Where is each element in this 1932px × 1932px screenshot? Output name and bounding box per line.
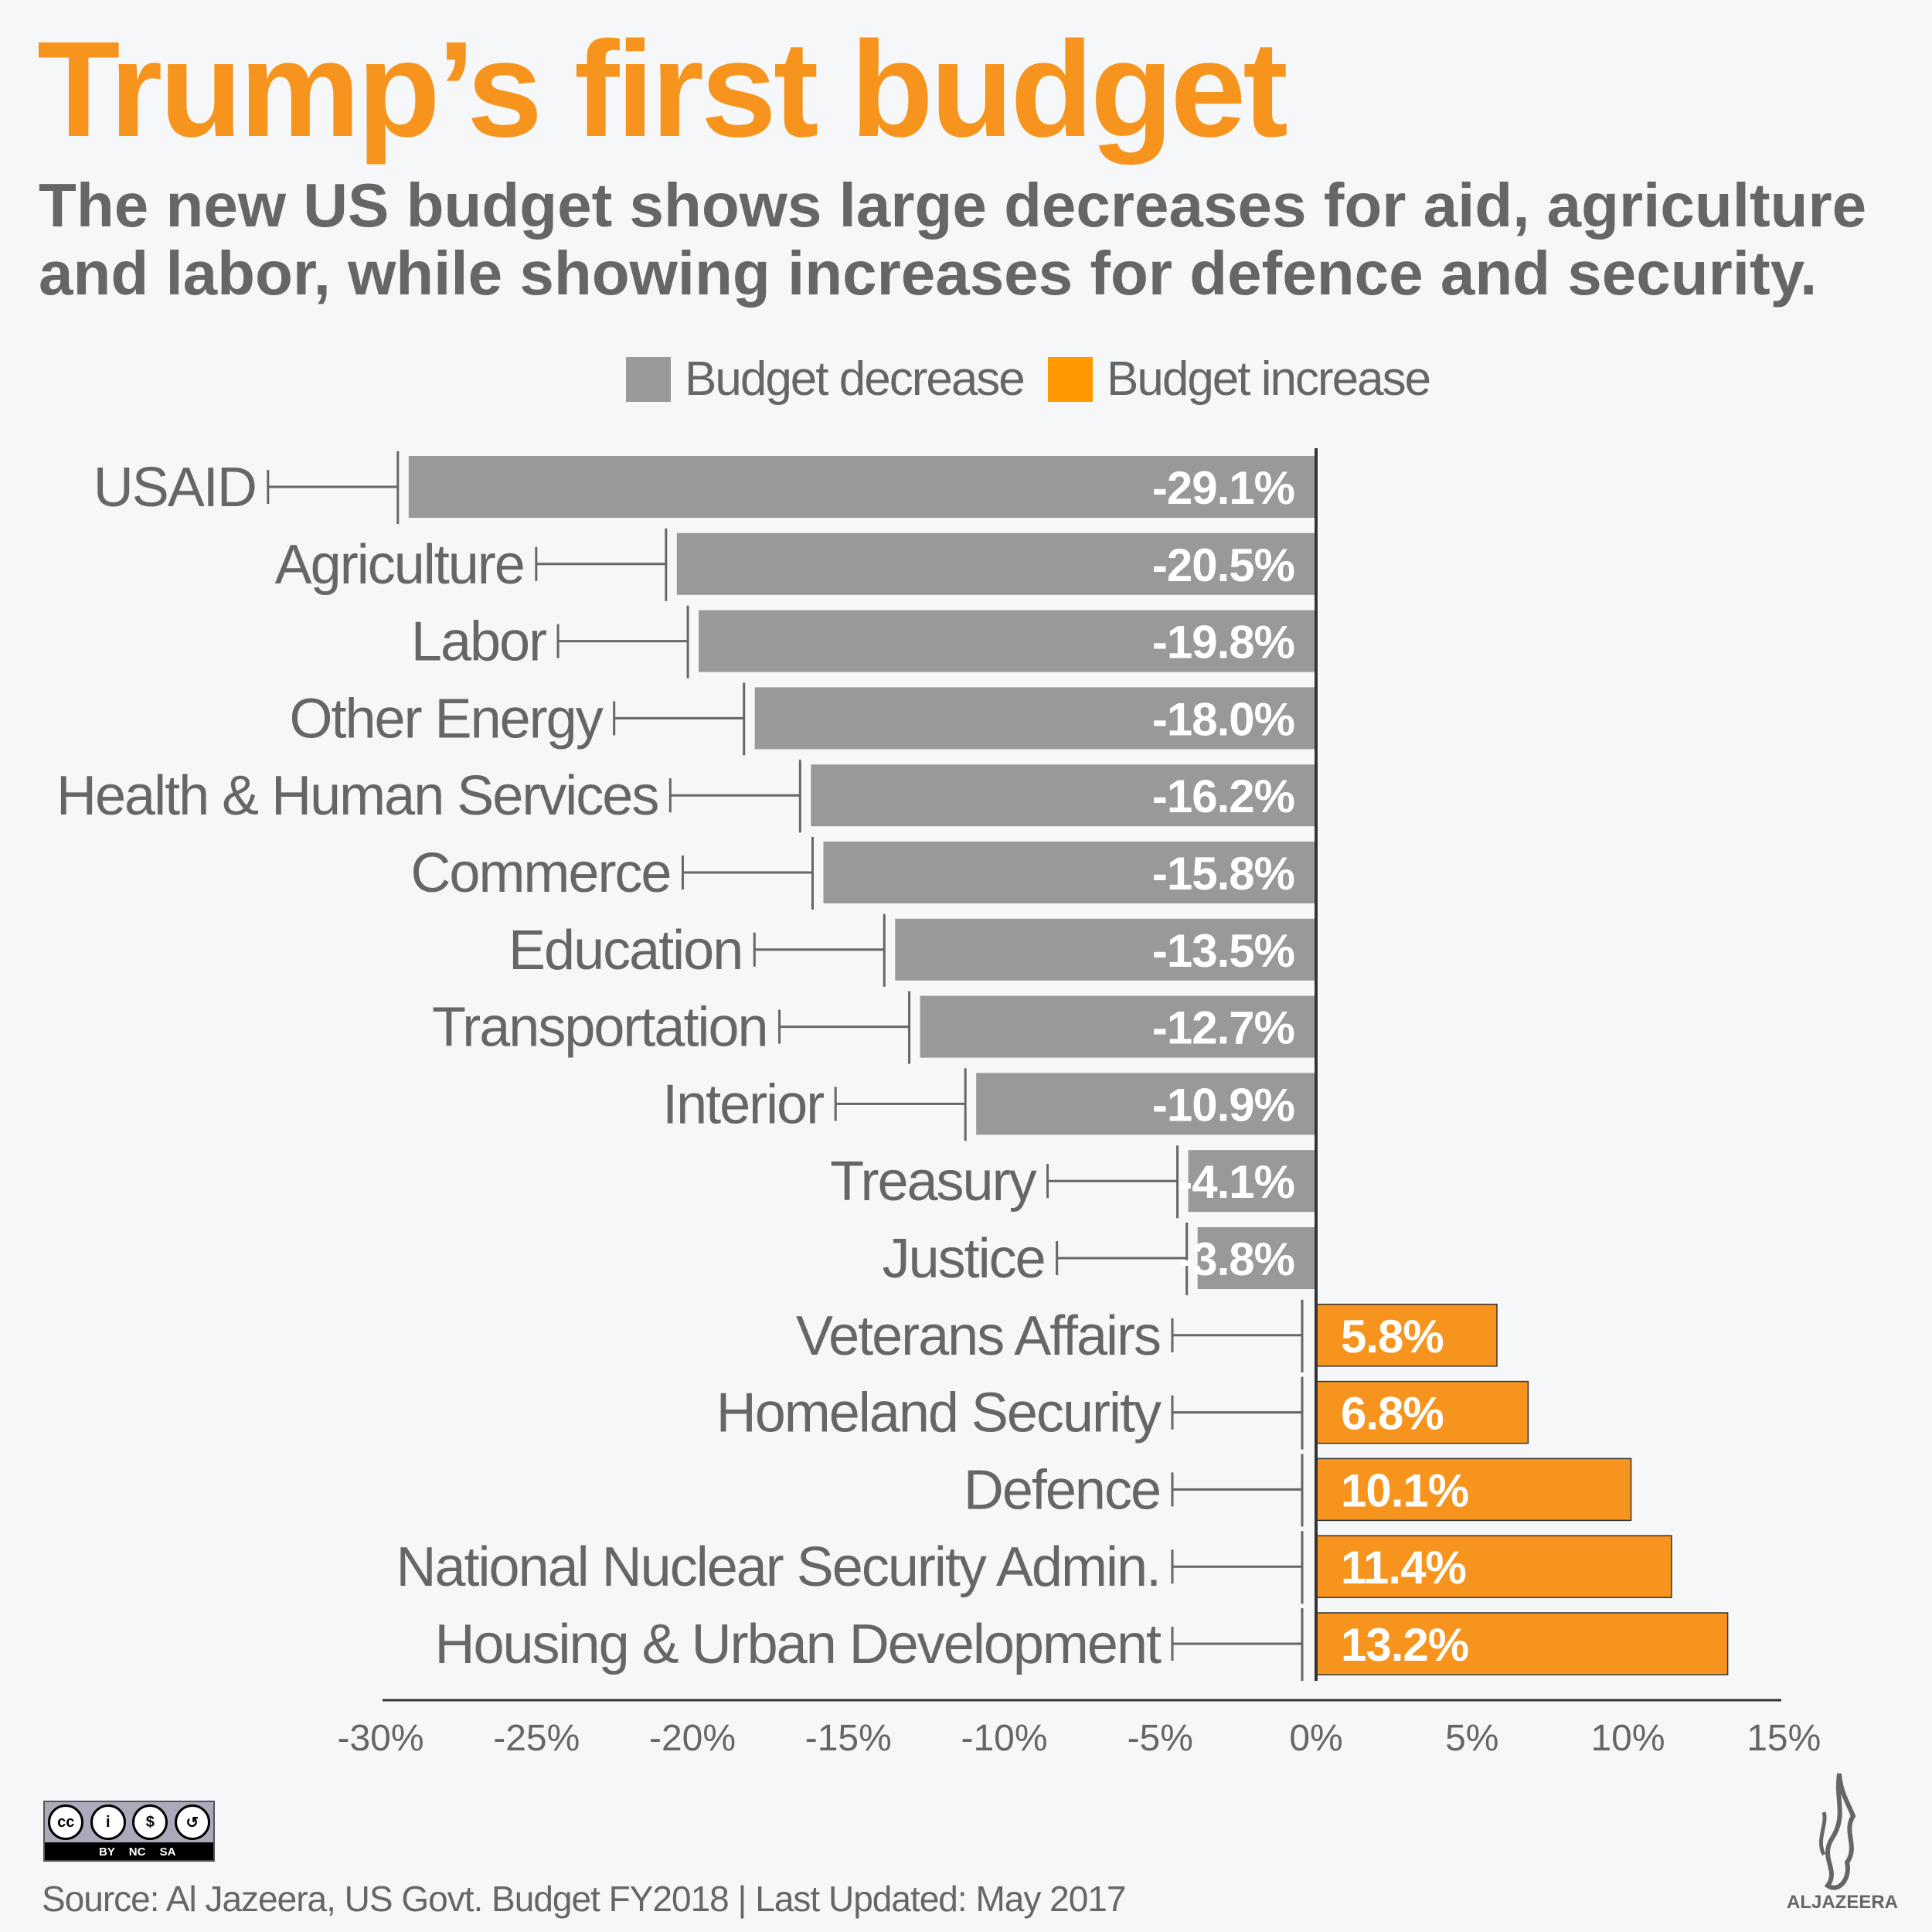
bar: [1315, 1304, 1498, 1367]
category-label: Agriculture: [275, 534, 524, 596]
value-label: -13.5%: [1152, 925, 1294, 977]
value-label: 13.2%: [1341, 1619, 1468, 1671]
value-label: -18.0%: [1152, 693, 1294, 745]
x-tick-label: 5%: [1445, 1718, 1498, 1759]
bar: [811, 764, 1316, 827]
value-label: -3.8%: [1177, 1233, 1294, 1285]
x-tick-label: -30%: [337, 1718, 423, 1759]
value-label: -15.8%: [1152, 848, 1294, 900]
sa-icon: ↺: [174, 1804, 210, 1840]
x-tick-label: 10%: [1590, 1718, 1665, 1759]
value-label: -16.2%: [1152, 770, 1294, 822]
bar: [676, 532, 1316, 595]
legend-label-increase: Budget increase: [1107, 352, 1431, 406]
legend-increase: Budget increase: [1048, 352, 1431, 406]
value-label: 6.8%: [1341, 1388, 1444, 1440]
bar: [408, 456, 1317, 518]
x-tick-label: -25%: [493, 1718, 580, 1759]
value-label: -29.1%: [1152, 462, 1294, 514]
x-tick-label: -20%: [649, 1718, 736, 1759]
value-label: 11.4%: [1341, 1542, 1466, 1594]
category-label: Labor: [411, 611, 546, 673]
nc-icon: $: [132, 1804, 168, 1840]
category-label: National Nuclear Security Admin.: [396, 1536, 1160, 1598]
category-label: Treasury: [830, 1151, 1036, 1213]
legend-swatch-decrease: [626, 356, 671, 402]
aljazeera-wordmark: ALJAZEERA: [1787, 1892, 1899, 1913]
legend-label-decrease: Budget decrease: [685, 352, 1026, 406]
aljazeera-logo-icon: [1818, 1773, 1856, 1890]
category-label: Transportation: [432, 997, 767, 1059]
chart-title: Trump’s first budget: [37, 14, 1288, 165]
x-tick-label: -10%: [961, 1718, 1047, 1759]
bar: [920, 995, 1316, 1058]
category-label: Defence: [964, 1459, 1160, 1521]
value-label: -4.1%: [1177, 1156, 1294, 1208]
bar-chart: USAID -29.1% Agriculture -20.5% Labor -19.8% O…: [56, 448, 1821, 1759]
by-icon: i: [90, 1804, 126, 1840]
x-tick-label: 0%: [1289, 1718, 1342, 1759]
value-label: 5.8%: [1341, 1311, 1444, 1362]
category-label: Other Energy: [289, 688, 603, 750]
category-label: Commerce: [410, 842, 670, 904]
category-label: Homeland Security: [716, 1383, 1162, 1444]
creative-commons-badge: cc i $ ↺ BY NC SA: [43, 1801, 215, 1862]
cc-icon: cc: [48, 1804, 84, 1840]
source-note: Source: Al Jazeera, US Govt. Budget FY20…: [42, 1879, 1126, 1919]
chart-subtitle: The new US budget shows large decreases …: [39, 171, 1867, 308]
value-label: -19.8%: [1152, 617, 1294, 668]
legend-decrease: Budget decrease: [626, 352, 1026, 406]
bar: [823, 842, 1316, 903]
bar: [1315, 1380, 1529, 1444]
x-tick-label: -15%: [805, 1718, 892, 1759]
license-label: BY NC SA: [99, 1845, 176, 1859]
bar: [699, 610, 1316, 672]
bar: [754, 687, 1316, 750]
value-label: -12.7%: [1152, 1002, 1294, 1054]
bar: [1197, 1227, 1316, 1289]
x-tick-label: -5%: [1128, 1718, 1193, 1759]
category-label: Veterans Affairs: [796, 1305, 1160, 1367]
value-label: 10.1%: [1341, 1464, 1468, 1516]
bar: [1315, 1458, 1632, 1522]
category-label: Interior: [662, 1073, 824, 1135]
category-label: Education: [509, 920, 742, 981]
legend-swatch-increase: [1048, 356, 1093, 402]
x-tick-label: 15%: [1747, 1718, 1821, 1759]
category-label: Health & Human Services: [56, 765, 658, 827]
category-label: Housing & Urban Development: [434, 1614, 1162, 1675]
bar: [1188, 1150, 1316, 1213]
category-label: Justice: [883, 1228, 1045, 1290]
category-label: USAID: [94, 457, 256, 519]
bar: [895, 918, 1316, 981]
value-label: -20.5%: [1152, 539, 1294, 591]
bar: [976, 1073, 1316, 1135]
value-label: -10.9%: [1152, 1079, 1294, 1131]
